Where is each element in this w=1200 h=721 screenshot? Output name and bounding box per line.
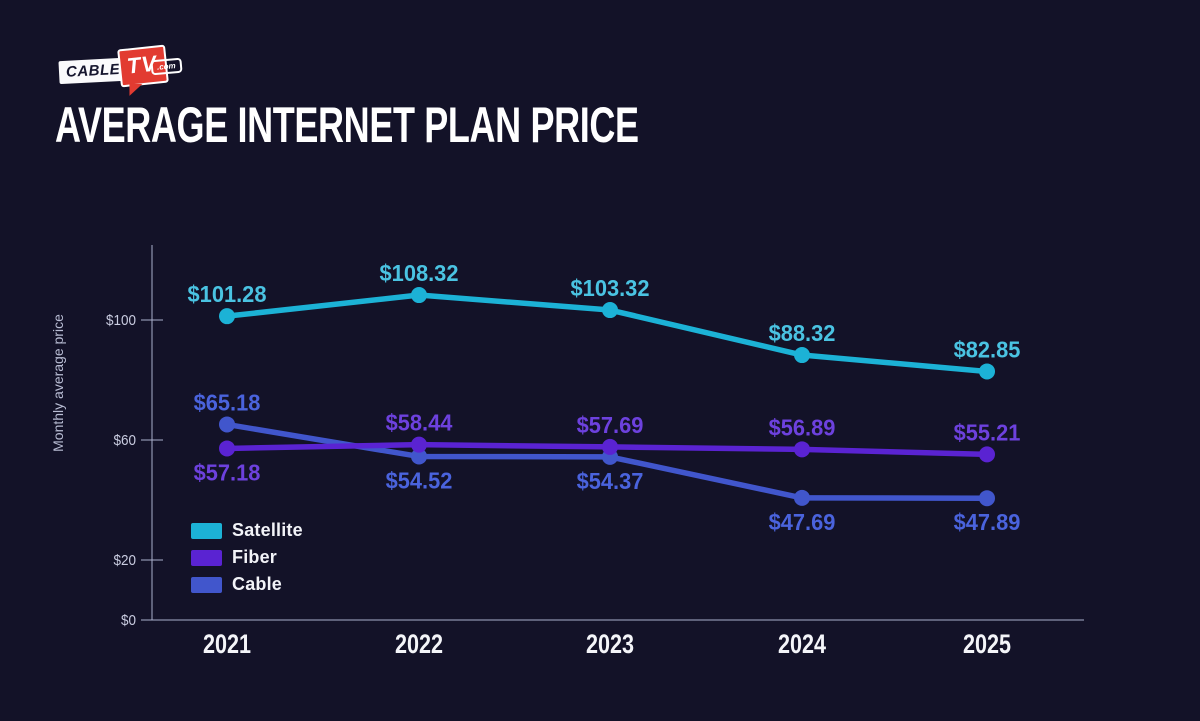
legend-item-satellite: Satellite bbox=[191, 517, 303, 544]
legend-swatch-cable bbox=[191, 576, 222, 593]
fiber-value-label: $57.69 bbox=[577, 412, 644, 438]
fiber-value-label: $56.89 bbox=[769, 415, 836, 441]
legend-label-satellite: Satellite bbox=[232, 520, 303, 540]
y-axis-title: Monthly average price bbox=[50, 314, 66, 452]
satellite-point bbox=[602, 302, 618, 319]
fiber-point bbox=[794, 441, 810, 458]
fiber-value-label: $58.44 bbox=[386, 410, 453, 436]
y-tick-label: $20 bbox=[114, 552, 137, 569]
satellite-value-label: $108.32 bbox=[380, 261, 459, 287]
cable-value-label: $47.69 bbox=[769, 509, 836, 535]
x-axis-label: 2021 bbox=[203, 630, 251, 660]
cable-value-label: $54.37 bbox=[577, 468, 644, 494]
satellite-value-label: $103.32 bbox=[571, 276, 650, 302]
legend-label-cable: Cable bbox=[232, 574, 283, 594]
satellite-value-label: $88.32 bbox=[769, 321, 836, 347]
y-tick-label: $100 bbox=[106, 312, 136, 329]
y-tick-label: $60 bbox=[114, 432, 137, 449]
cable-point bbox=[979, 490, 995, 507]
satellite-point bbox=[979, 363, 995, 380]
fiber-value-label: $55.21 bbox=[954, 420, 1021, 446]
x-axis-label: 2023 bbox=[586, 630, 634, 660]
cable-point bbox=[219, 416, 235, 433]
page-title: AVERAGE INTERNET PLAN PRICE bbox=[55, 97, 639, 153]
satellite-value-label: $101.28 bbox=[188, 282, 267, 308]
y-tick-label: $0 bbox=[121, 612, 136, 629]
x-axis-label: 2024 bbox=[778, 630, 826, 660]
satellite-point bbox=[219, 308, 235, 325]
cable-point bbox=[794, 489, 810, 506]
fiber-point bbox=[602, 438, 618, 455]
cable-value-label: $47.89 bbox=[954, 510, 1021, 536]
satellite-value-label: $82.85 bbox=[954, 337, 1021, 363]
legend-label-fiber: Fiber bbox=[232, 547, 278, 567]
cable-value-label: $54.52 bbox=[386, 468, 453, 494]
fiber-value-label: $57.18 bbox=[194, 460, 261, 486]
satellite-point bbox=[411, 287, 427, 304]
x-axis-label: 2025 bbox=[963, 630, 1011, 660]
cable-value-label: $65.18 bbox=[194, 390, 261, 416]
fiber-point bbox=[979, 446, 995, 463]
legend-item-fiber: Fiber bbox=[191, 544, 303, 571]
legend-item-cable: Cable bbox=[191, 571, 303, 598]
legend-swatch-satellite bbox=[191, 522, 222, 539]
chart-legend: Satellite Fiber Cable bbox=[191, 517, 303, 598]
x-axis-label: 2022 bbox=[395, 630, 443, 660]
fiber-point bbox=[411, 436, 427, 453]
fiber-point bbox=[219, 440, 235, 457]
cable-point bbox=[411, 448, 427, 465]
legend-swatch-fiber bbox=[191, 549, 222, 566]
satellite-point bbox=[794, 347, 810, 364]
